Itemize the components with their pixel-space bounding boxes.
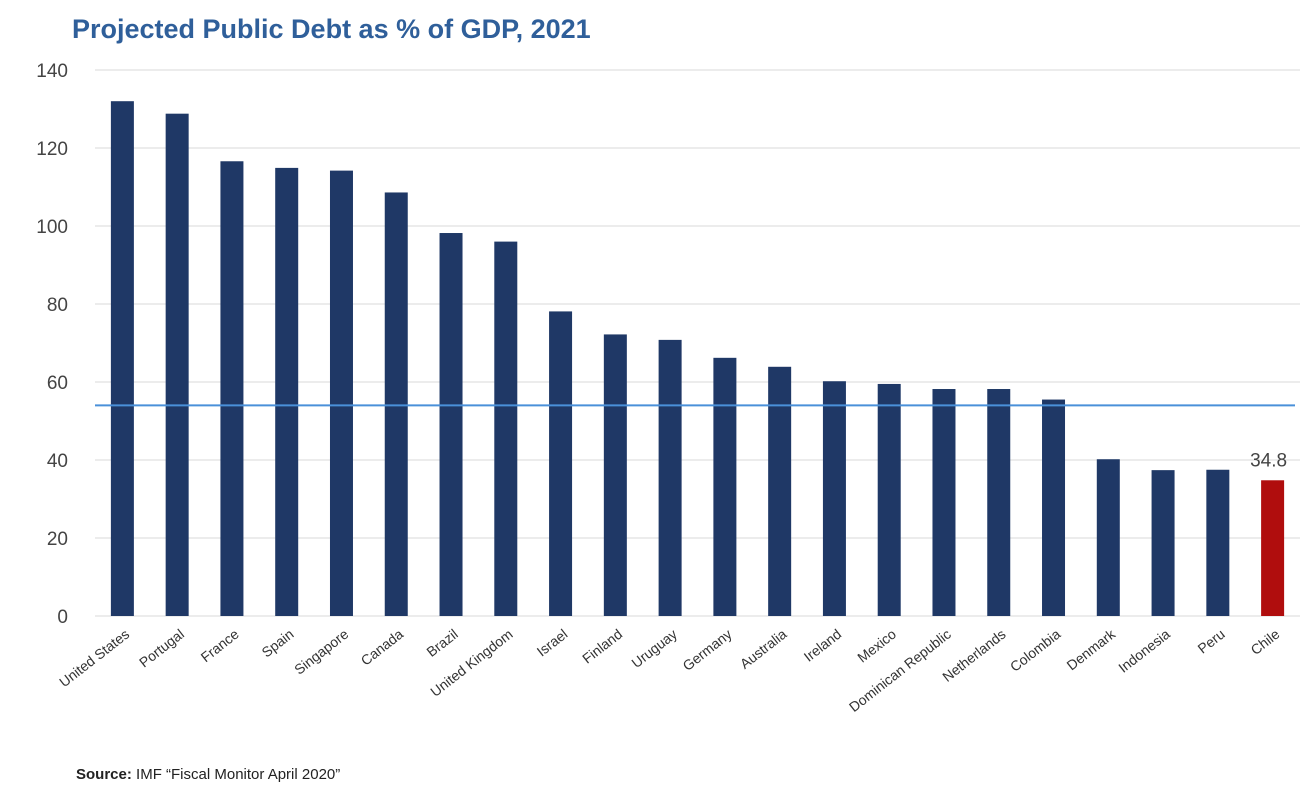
source-note: Source: IMF “Fiscal Monitor April 2020” <box>76 766 340 783</box>
bar <box>220 161 244 616</box>
y-tick-label: 100 <box>36 217 68 238</box>
y-tick-label: 140 <box>36 61 68 82</box>
source-text: IMF “Fiscal Monitor April 2020” <box>131 766 341 783</box>
bar <box>1261 480 1285 616</box>
x-tick-label: Finland <box>579 626 625 667</box>
bar <box>877 383 901 616</box>
bar <box>822 381 846 616</box>
x-tick-label: Australia <box>737 626 790 672</box>
chart-title: Projected Public Debt as % of GDP, 2021 <box>72 14 591 44</box>
x-tick-label: Indonesia <box>1115 626 1173 676</box>
bar <box>165 113 189 617</box>
bar <box>110 101 134 616</box>
x-tick-label: France <box>198 626 242 666</box>
bar <box>987 389 1011 616</box>
bar <box>1151 470 1175 616</box>
x-tick-label: Dominican Republic <box>846 626 954 715</box>
y-tick-label: 40 <box>47 451 68 472</box>
x-tick-label: Canada <box>358 626 407 669</box>
bar <box>275 167 299 616</box>
y-tick-label: 80 <box>47 295 68 316</box>
x-tick-label: Brazil <box>423 626 460 660</box>
y-tick-label: 0 <box>57 607 68 628</box>
bar <box>1042 399 1066 616</box>
x-tick-label: Germany <box>680 626 735 674</box>
bar <box>1206 469 1230 616</box>
x-tick-label: Spain <box>258 626 296 661</box>
x-tick-label: Peru <box>1195 626 1228 657</box>
bar <box>1096 459 1120 616</box>
bar <box>439 233 463 616</box>
bar <box>713 357 737 616</box>
bar <box>494 241 518 616</box>
x-tick-label: Singapore <box>291 626 351 678</box>
data-label: 34.8 <box>1250 450 1287 471</box>
y-tick-label: 20 <box>47 529 68 550</box>
x-tick-label: United States <box>56 626 132 690</box>
x-tick-label: Uruguay <box>628 626 680 671</box>
bar <box>549 311 573 616</box>
source-label: Source: <box>76 766 132 783</box>
bar <box>768 366 792 616</box>
x-tick-label: Israel <box>534 626 571 660</box>
bar <box>384 192 408 616</box>
x-tick-label: Portugal <box>136 626 187 671</box>
x-tick-label: Ireland <box>801 626 845 665</box>
y-tick-label: 120 <box>36 139 68 160</box>
x-tick-label: Mexico <box>854 626 899 666</box>
bar <box>603 334 627 616</box>
y-tick-label: 60 <box>47 373 68 394</box>
bar <box>932 389 956 616</box>
x-tick-label: Chile <box>1247 626 1282 658</box>
bar <box>658 339 682 616</box>
x-tick-label: Colombia <box>1007 626 1064 675</box>
bar <box>329 170 353 616</box>
x-tick-label: Denmark <box>1064 625 1119 673</box>
